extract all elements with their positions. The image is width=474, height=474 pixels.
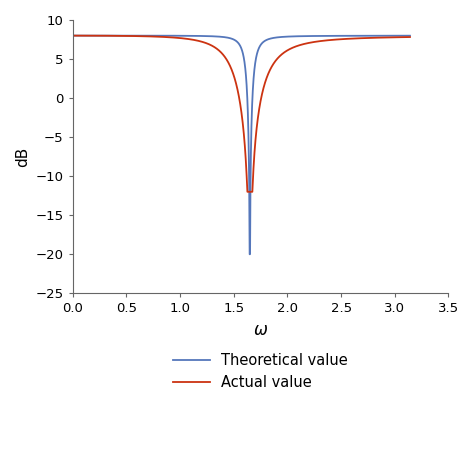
Actual value [128, 33, 134, 39]
Theoretical value [214, 34, 219, 39]
Theoretical value [407, 33, 413, 38]
Actual value [365, 35, 370, 41]
Actual value [407, 34, 413, 40]
Y-axis label: dB: dB [15, 146, 30, 167]
Theoretical value [365, 33, 370, 38]
Theoretical value [247, 251, 253, 257]
Actual value [401, 34, 406, 40]
Actual value [214, 46, 219, 52]
Line: Theoretical value: Theoretical value [73, 36, 410, 254]
Legend: Theoretical value, Actual value: Theoretical value, Actual value [167, 347, 354, 396]
Line: Actual value: Actual value [73, 36, 410, 192]
Actual value [70, 33, 76, 38]
Actual value [109, 33, 114, 38]
Theoretical value [199, 33, 205, 39]
X-axis label: ω: ω [254, 321, 267, 339]
Theoretical value [109, 33, 114, 38]
Theoretical value [128, 33, 134, 38]
Theoretical value [401, 33, 406, 38]
Actual value [199, 39, 205, 45]
Actual value [245, 189, 250, 195]
Theoretical value [70, 33, 76, 38]
